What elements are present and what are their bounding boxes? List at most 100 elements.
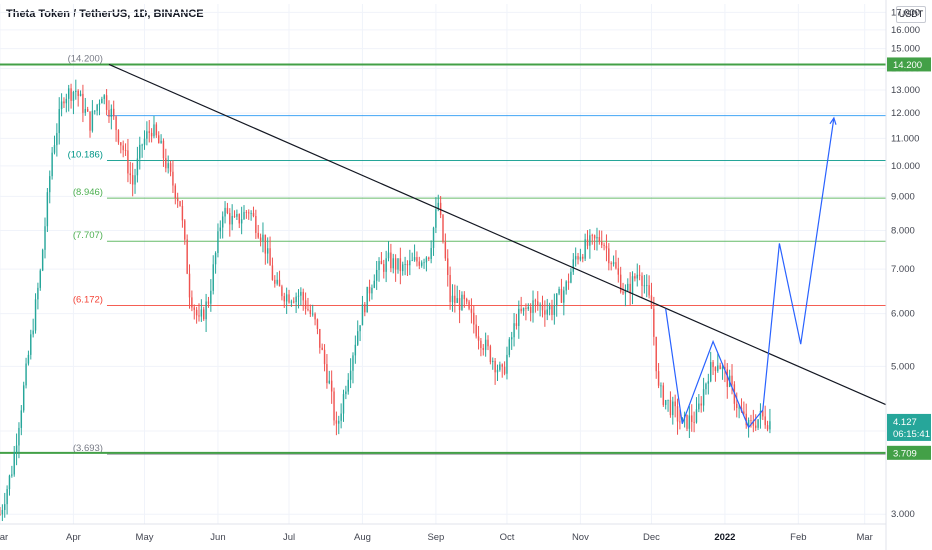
drawings[interactable] [108,63,887,429]
candle-body [402,264,404,272]
candle-body [141,144,143,146]
candle-body [601,241,603,246]
candle-body [627,283,629,291]
candle-body [214,252,217,265]
candle-body [719,365,721,370]
candle-body [539,304,541,306]
candle-body [548,306,551,310]
fib-level-label: (14.200) [68,53,103,64]
x-tick-label: Sep [427,532,444,543]
candle-body [146,131,148,139]
x-tick-label: Jul [283,532,295,543]
x-tick-label: Jun [210,532,225,543]
candle-body [290,301,293,303]
candle-body [108,109,110,118]
candle-body [1,509,4,515]
candle-body [167,163,169,169]
candle-body [619,274,622,292]
candle-body [63,101,65,104]
candle-body [423,262,425,264]
candle-body [110,108,113,118]
candle-body [579,256,582,260]
candle-body [416,257,418,262]
candle-body [259,237,262,241]
candle-body [688,415,691,429]
candle-body [409,260,411,266]
candle-body [553,305,556,315]
candle-body [705,383,707,390]
candle-body [274,279,276,284]
candle-body [297,295,300,297]
candle-body [335,420,338,424]
y-tick-label: 13.000 [891,85,920,96]
candle-body [494,360,496,373]
candle-body [631,276,634,294]
y-tick-label: 10.000 [891,161,920,172]
candle-body [503,366,506,374]
candle-body [508,339,511,355]
candle-body [612,262,615,265]
candle-body [707,381,710,384]
candle-body [721,366,724,370]
candle-body [219,227,222,232]
candles [0,79,771,522]
candle-body [447,258,449,276]
candle-body [738,407,740,409]
candle-body [96,104,98,111]
x-tick-label: Mar [856,532,872,543]
candle-body [340,413,342,421]
candle-body [86,109,89,112]
candle-body [323,349,326,365]
candle-body [143,138,146,145]
candle-body [603,245,605,246]
candle-body [638,274,641,276]
currency-button[interactable]: USDT [896,6,926,23]
time-axis[interactable]: Mar Apr May Jun Jul Aug Sep Oct Nov Dec 2022 Feb Mar [0,532,873,543]
candle-body [44,226,46,250]
price-tag-bg [887,413,931,441]
candle-body [364,304,366,313]
candle-body [49,176,51,193]
candle-body [210,290,212,304]
candle-body [747,420,750,426]
candle-body [449,275,451,303]
candle-body [176,197,179,202]
candle-body [243,212,245,220]
y-tick-label: 6.000 [891,309,915,320]
candle-body [342,394,345,414]
candle-body [191,297,193,308]
candle-body [53,145,56,153]
candle-body [482,348,484,350]
candle-body [184,220,186,240]
candle-body [139,144,141,159]
y-tick-label: 16.000 [891,25,920,36]
candle-body [418,261,421,266]
candle-body [236,214,238,217]
grid [0,4,886,524]
candle-body [624,290,627,294]
candle-body [686,414,688,429]
y-tick-label: 11.000 [891,133,919,144]
price-tag-bg [887,57,931,72]
candle-body [25,363,27,386]
candle-body [698,403,700,410]
y-tick-label: 15.000 [891,44,920,55]
candle-body [473,312,475,325]
fib-retracement[interactable]: (14.200) (10.186) (8.946) (7.707) (6.172) (3.… [0,53,886,455]
candle-body [264,234,267,254]
candle-body [162,140,165,159]
price-axis[interactable]: 3.0004.0005.0006.0007.0008.0009.00010.00… [891,7,920,520]
candle-body [288,294,290,303]
candle-body [238,214,240,224]
candle-body [120,142,122,146]
candle-body [582,256,584,259]
candle-body [169,163,172,172]
candle-body [316,319,319,329]
candle-body [276,279,278,284]
candle-body [617,268,620,275]
candle-body [155,124,158,136]
candle-body [451,295,454,303]
fib-level-label: (8.946) [73,187,103,198]
candle-body [295,296,297,303]
